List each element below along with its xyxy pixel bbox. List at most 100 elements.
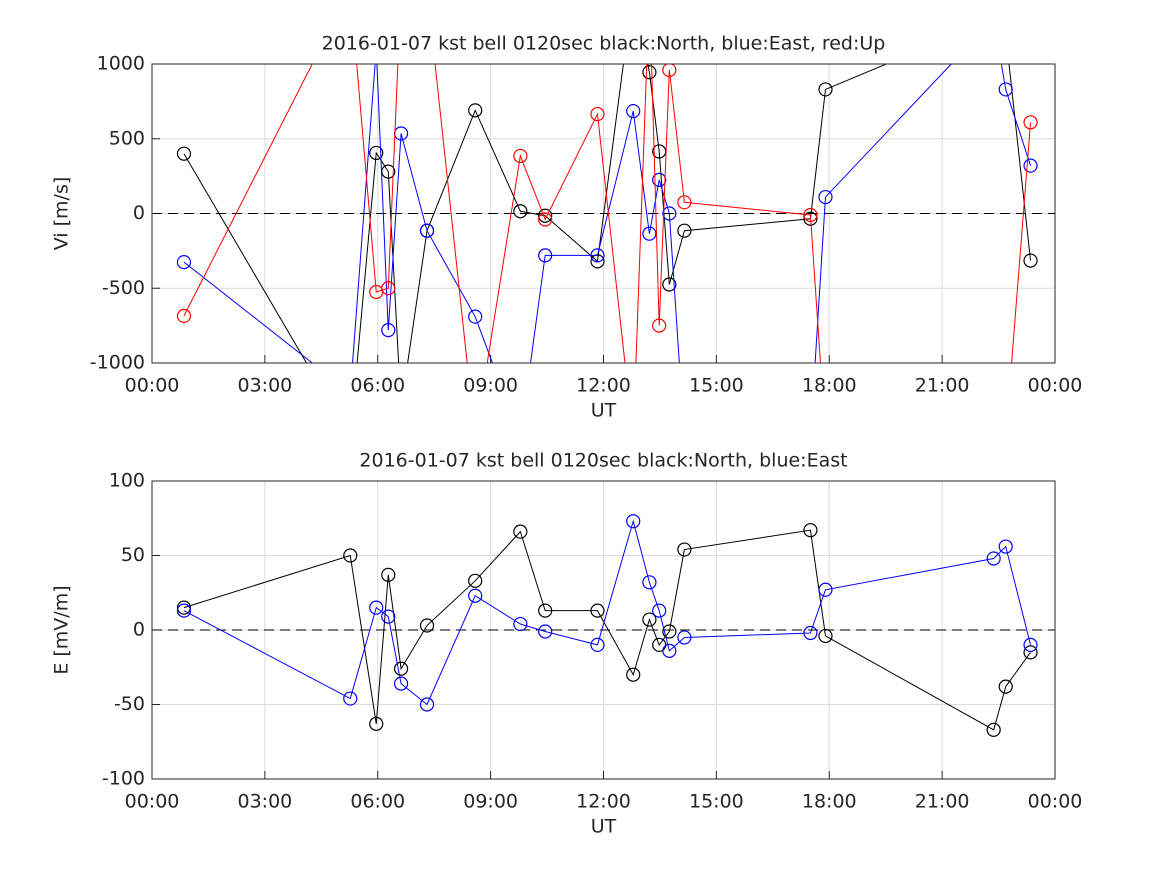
axes: 00:00 03:00 06:00 09:00 12:00 15:00 18:00 21:00… [51, 450, 1083, 838]
marker [1023, 637, 1038, 653]
series-line [183, 529, 1031, 731]
marker [419, 223, 435, 238]
marker [513, 616, 528, 632]
marker [513, 148, 528, 164]
x-tick-label: 18:00 [802, 791, 857, 813]
marker [343, 548, 358, 563]
x-tick-label: 12:00 [576, 791, 631, 813]
marker [642, 65, 657, 80]
marker [513, 204, 528, 219]
marker [803, 523, 818, 538]
marker [999, 431, 1012, 444]
marker [998, 82, 1013, 97]
marker [590, 637, 605, 653]
marker [395, 401, 408, 414]
y-axis-label: E [mV/m] [51, 585, 73, 674]
series-line [183, 64, 1032, 363]
marker [176, 146, 192, 161]
marker [538, 624, 553, 639]
marker [468, 588, 483, 603]
marker [986, 551, 1001, 566]
marker [369, 600, 384, 615]
marker [176, 308, 192, 324]
axes-frame [151, 63, 1056, 364]
marker [468, 309, 483, 324]
marker [538, 208, 553, 223]
x-tick-label: 15:00 [689, 375, 744, 397]
marker [818, 82, 833, 97]
marker [590, 106, 605, 122]
marker [626, 514, 641, 529]
marker [987, 431, 1000, 444]
axes-frame [151, 480, 1056, 780]
marker [652, 603, 667, 618]
y-tick-label: -500 [102, 277, 145, 299]
marker [1023, 158, 1038, 173]
marker [538, 212, 553, 227]
marker [381, 323, 396, 338]
axes: 00:00 03:00 06:00 09:00 12:00 15:00 18:00 21:00… [51, 13, 1083, 444]
y-tick-label: 500 [109, 127, 145, 149]
y-axis-label: Vi [m/s] [51, 177, 73, 251]
marker [1023, 253, 1038, 268]
marker [998, 539, 1013, 554]
x-tick-label: 09:00 [463, 375, 518, 397]
y-tick-label: 0 [133, 202, 145, 224]
marker [987, 13, 1000, 26]
marker [677, 630, 692, 645]
marker [626, 103, 641, 119]
chart-title: 2016-01-07 kst bell 0120sec black:North,… [322, 33, 886, 55]
marker [819, 431, 832, 444]
x-tick-label: 18:00 [802, 375, 857, 397]
marker [1023, 115, 1038, 130]
marker [652, 172, 667, 187]
marker [419, 697, 435, 712]
marker [986, 722, 1001, 737]
marker [381, 609, 396, 624]
y-tick-label: -1000 [90, 352, 145, 374]
marker [818, 582, 833, 597]
marker [678, 431, 691, 444]
x-tick-label: 00:00 [1028, 375, 1083, 397]
marker [369, 716, 384, 731]
marker [677, 542, 692, 557]
series-line [183, 519, 1032, 706]
marker [662, 277, 677, 292]
plot-area [176, 13, 1038, 444]
x-tick-label: 15:00 [689, 791, 744, 813]
x-tick-label: 00:00 [125, 375, 180, 397]
y-tick-label: 1000 [97, 53, 145, 75]
chart-title: 2016-01-07 kst bell 0120sec black:North,… [359, 450, 847, 472]
x-tick-label: 00:00 [125, 791, 180, 813]
x-tick-label: 06:00 [350, 791, 405, 813]
marker [998, 679, 1013, 694]
x-tick-label: 06:00 [350, 375, 405, 397]
marker [803, 207, 818, 223]
marker [662, 206, 677, 221]
x-axis-label: UT [591, 400, 617, 422]
x-tick-label: 21:00 [915, 375, 970, 397]
series-line [183, 64, 1032, 363]
marker [590, 603, 605, 618]
marker [344, 431, 357, 444]
x-axis-label: UT [591, 816, 617, 838]
marker [538, 248, 553, 263]
x-tick-label: 21:00 [915, 791, 970, 813]
marker [343, 691, 358, 706]
marker [677, 195, 692, 210]
x-tick-label: 03:00 [237, 791, 292, 813]
marker [652, 318, 667, 333]
marker [590, 248, 605, 263]
marker [999, 28, 1012, 41]
marker [627, 431, 640, 444]
marker [626, 667, 641, 682]
x-tick-label: 09:00 [463, 791, 518, 813]
marker [393, 661, 409, 676]
marker [469, 431, 482, 444]
y-tick-label: 50 [121, 544, 145, 566]
x-tick-label: 03:00 [237, 375, 292, 397]
marker [176, 603, 192, 618]
marker [381, 567, 396, 582]
marker [468, 103, 483, 118]
